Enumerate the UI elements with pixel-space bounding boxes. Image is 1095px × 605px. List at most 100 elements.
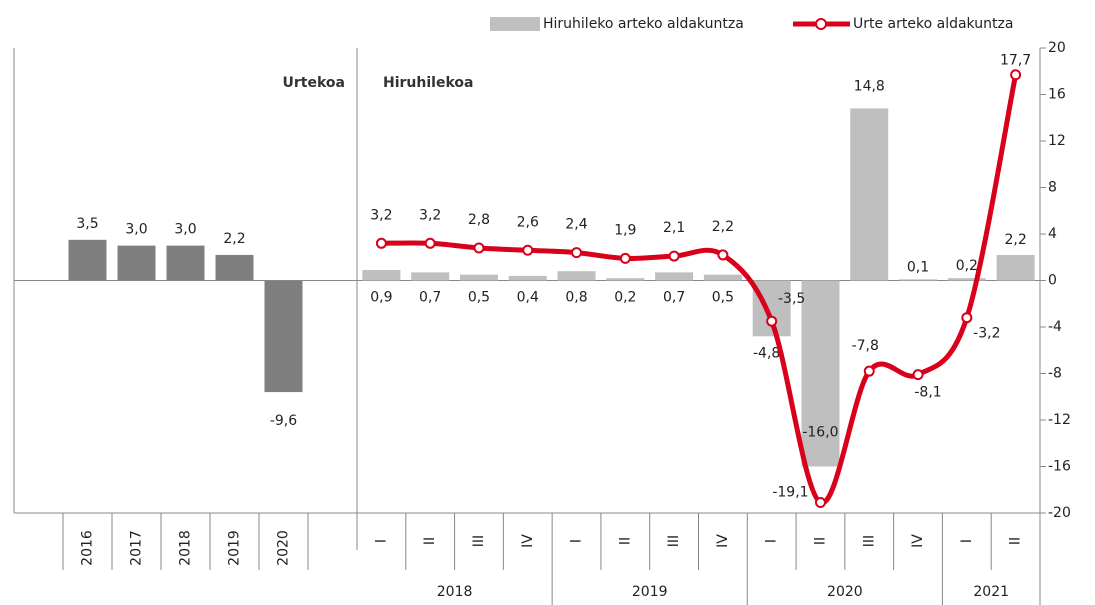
legend-swatch: [815, 18, 827, 30]
annual-bar: [215, 254, 254, 281]
x-tick-label: I: [959, 539, 975, 543]
data-label: 0,2: [614, 290, 636, 306]
quarter-bar: [606, 278, 645, 281]
line-marker: [375, 237, 387, 249]
line-marker: [717, 249, 729, 261]
x-tick-label: II: [617, 537, 633, 545]
legend-swatch: [490, 17, 540, 31]
quarter-bar: [411, 272, 450, 281]
x-tick-label: IV: [520, 534, 536, 548]
y-tick-label: -4: [1048, 319, 1062, 335]
annual-bar: [264, 280, 303, 393]
data-label: -4,8: [753, 345, 780, 361]
data-label: 2,2: [1004, 232, 1026, 248]
x-tick-label: 2020: [276, 530, 292, 566]
line-marker: [814, 497, 826, 509]
quarter-bar: [459, 274, 498, 281]
y-tick-label: 12: [1048, 133, 1066, 149]
line-marker: [668, 250, 680, 262]
section-label: Urtekoa: [283, 75, 345, 91]
y-tick-label: 0: [1048, 273, 1057, 289]
quarter-bar: [557, 271, 596, 281]
data-label: 0,9: [370, 290, 392, 306]
x-tick-label: III: [861, 535, 877, 547]
annual-bar: [166, 245, 205, 281]
data-label: -16,0: [802, 425, 838, 441]
y-tick-label: 8: [1048, 180, 1057, 196]
x-tick-label: 2018: [178, 530, 194, 566]
data-label: 3,0: [125, 222, 147, 238]
section-label: Hiruhilekoa: [383, 75, 473, 91]
line-marker: [473, 242, 485, 254]
data-label: 0,1: [907, 259, 929, 275]
annual-bar: [117, 245, 156, 281]
line-marker: [766, 315, 778, 327]
x-tick-label: II: [812, 537, 828, 545]
data-label: 0,2: [956, 258, 978, 274]
data-label: 2,2: [712, 219, 734, 235]
data-label: -3,5: [778, 291, 805, 307]
data-label: 2,8: [468, 212, 490, 228]
y-tick-label: -8: [1048, 366, 1062, 382]
data-label: 3,0: [174, 222, 196, 238]
x-tick-label: IV: [715, 534, 731, 548]
data-label: -19,1: [772, 485, 808, 501]
data-label: 2,2: [223, 231, 245, 247]
group-label: 2019: [632, 584, 668, 600]
data-label: -9,6: [270, 413, 297, 429]
x-tick-label: I: [569, 539, 585, 543]
data-label: -7,8: [852, 338, 879, 354]
x-tick-label: III: [666, 535, 682, 547]
group-label: 2020: [827, 584, 863, 600]
y-tick-label: -12: [1048, 412, 1071, 428]
data-label: 3,5: [76, 216, 98, 232]
y-tick-label: 20: [1048, 40, 1066, 56]
x-tick-label: III: [471, 535, 487, 547]
data-label: 0,7: [419, 290, 441, 306]
data-label: 2,1: [663, 220, 685, 236]
legend-label: Hiruhileko arteko aldakuntza: [543, 16, 744, 32]
line-marker: [961, 312, 973, 324]
data-label: 3,2: [419, 207, 441, 223]
data-label: 0,5: [712, 290, 734, 306]
data-label: 0,5: [468, 290, 490, 306]
line: [381, 74, 1019, 506]
y-tick-label: -20: [1048, 505, 1071, 521]
group-label: 2021: [973, 584, 1009, 600]
y-tick-label: 16: [1048, 87, 1066, 103]
x-tick-label: 2019: [227, 530, 243, 566]
data-label: 0,4: [517, 290, 539, 306]
annual-bar: [68, 239, 107, 281]
quarter-bar: [801, 280, 840, 467]
quarter-bar: [362, 270, 401, 281]
x-tick-label: I: [764, 539, 780, 543]
line-marker: [571, 247, 583, 259]
quarter-bar: [655, 272, 694, 281]
line-marker: [1010, 69, 1022, 81]
data-label: 3,2: [370, 207, 392, 223]
data-label: 0,8: [565, 290, 587, 306]
data-label: 1,9: [614, 222, 636, 238]
data-label: 14,8: [854, 78, 885, 94]
y-tick-label: 4: [1048, 226, 1057, 242]
x-tick-label: I: [373, 539, 389, 543]
line-marker: [619, 252, 631, 264]
x-tick-label: IV: [910, 534, 926, 548]
quarter-bar: [703, 274, 742, 281]
quarter-bar: [508, 275, 547, 281]
x-tick-label: II: [422, 537, 438, 545]
line-marker: [424, 237, 436, 249]
y-tick-label: -16: [1048, 459, 1071, 475]
quarter-bar: [996, 254, 1035, 281]
data-label: -8,1: [914, 385, 941, 401]
data-label: -3,2: [973, 326, 1000, 342]
data-label: 2,4: [565, 217, 587, 233]
x-tick-label: II: [1008, 537, 1024, 545]
legend-label: Urte arteko aldakuntza: [853, 16, 1013, 32]
data-label: 0,7: [663, 290, 685, 306]
group-label: 2018: [437, 584, 473, 600]
x-tick-label: 2017: [129, 530, 145, 566]
data-label: 17,7: [1000, 53, 1031, 69]
x-tick-label: 2016: [80, 530, 96, 566]
